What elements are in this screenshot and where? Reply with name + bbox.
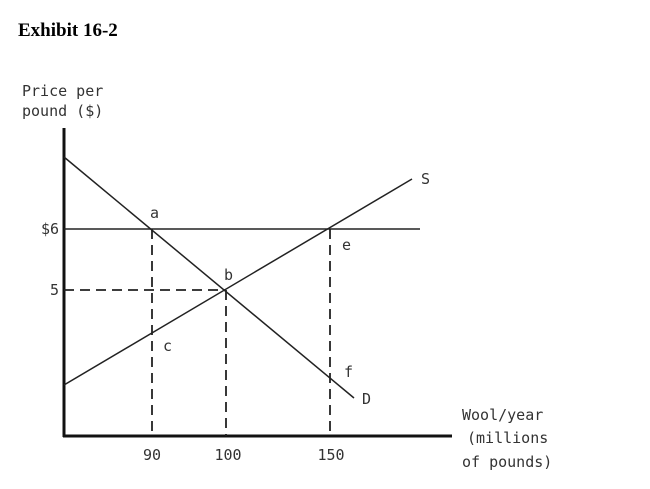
x-tick-90: 90 bbox=[143, 446, 161, 464]
point-f-label: f bbox=[344, 363, 353, 381]
x-axis-label-line2: (millions bbox=[467, 429, 548, 447]
supply-label: S bbox=[421, 170, 430, 188]
point-b-label: b bbox=[224, 266, 233, 284]
supply-curve bbox=[63, 178, 413, 386]
point-a-label: a bbox=[150, 204, 159, 222]
x-axis-label-line1: Wool/year bbox=[462, 406, 543, 424]
exhibit-title: Exhibit 16-2 bbox=[18, 20, 118, 41]
x-tick-100: 100 bbox=[214, 446, 241, 464]
point-c-label: c bbox=[163, 337, 172, 355]
x-axis-label-line3: of pounds) bbox=[462, 453, 552, 471]
y-axis-label-line2: pound ($) bbox=[22, 102, 103, 120]
y-axis-label-line1: Price per bbox=[22, 82, 103, 100]
demand-label: D bbox=[362, 390, 371, 408]
y-tick-6: $6 bbox=[41, 220, 59, 238]
y-tick-5: 5 bbox=[50, 281, 59, 299]
x-tick-150: 150 bbox=[317, 446, 344, 464]
demand-curve bbox=[63, 156, 355, 399]
point-e-label: e bbox=[342, 236, 351, 254]
